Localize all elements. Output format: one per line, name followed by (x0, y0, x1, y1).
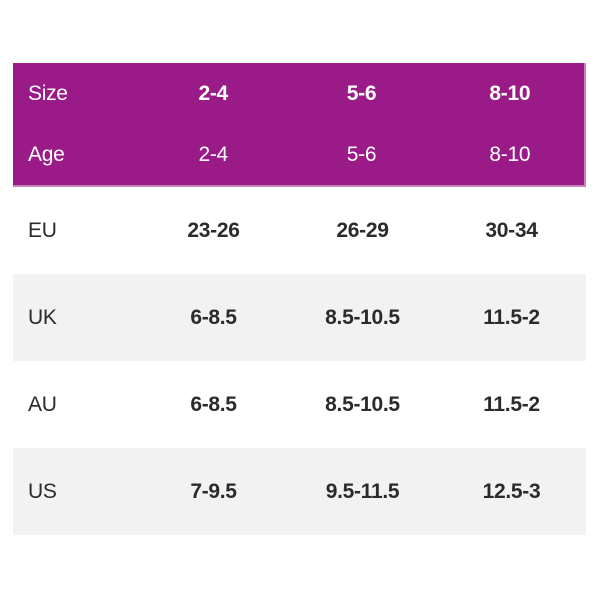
header-row-age: Age 2-4 5-6 8-10 (13, 124, 584, 185)
header-age-value-2: 5-6 (346, 142, 377, 166)
us-value-3: 12.5-3 (482, 479, 541, 503)
uk-value-2: 8.5-10.5 (325, 305, 400, 329)
uk-value-1: 6-8.5 (190, 305, 237, 329)
row-label-au: AU (28, 392, 57, 416)
eu-value-1: 23-26 (187, 218, 240, 242)
table-row-uk: UK 6-8.5 8.5-10.5 11.5-2 (13, 274, 586, 361)
au-value-1: 6-8.5 (190, 392, 237, 416)
header-label-age: Age (28, 142, 65, 166)
us-value-2: 9.5-11.5 (325, 479, 400, 503)
eu-value-3: 30-34 (485, 218, 538, 242)
table-row-au: AU 6-8.5 8.5-10.5 11.5-2 (13, 361, 586, 448)
header-size-value-2: 5-6 (346, 81, 377, 105)
row-label-uk: UK (28, 305, 57, 329)
us-value-1: 7-9.5 (190, 479, 237, 503)
header-size-value-1: 2-4 (198, 81, 228, 105)
row-label-us: US (28, 479, 57, 503)
table-row-us: US 7-9.5 9.5-11.5 12.5-3 (13, 448, 586, 535)
size-chart-table: Size 2-4 5-6 8-10 Age 2-4 5-6 8-10 EU 23… (13, 63, 586, 535)
uk-value-3: 11.5-2 (483, 305, 540, 329)
table-header: Size 2-4 5-6 8-10 Age 2-4 5-6 8-10 (13, 63, 586, 187)
header-age-value-3: 8-10 (489, 142, 531, 166)
table-row-eu: EU 23-26 26-29 30-34 (13, 187, 586, 274)
header-age-value-1: 2-4 (198, 142, 228, 166)
header-row-size: Size 2-4 5-6 8-10 (13, 63, 584, 124)
row-label-eu: EU (28, 218, 57, 242)
header-label-size: Size (28, 81, 68, 105)
eu-value-2: 26-29 (336, 218, 389, 242)
au-value-2: 8.5-10.5 (325, 392, 400, 416)
au-value-3: 11.5-2 (483, 392, 540, 416)
header-size-value-3: 8-10 (489, 81, 531, 105)
